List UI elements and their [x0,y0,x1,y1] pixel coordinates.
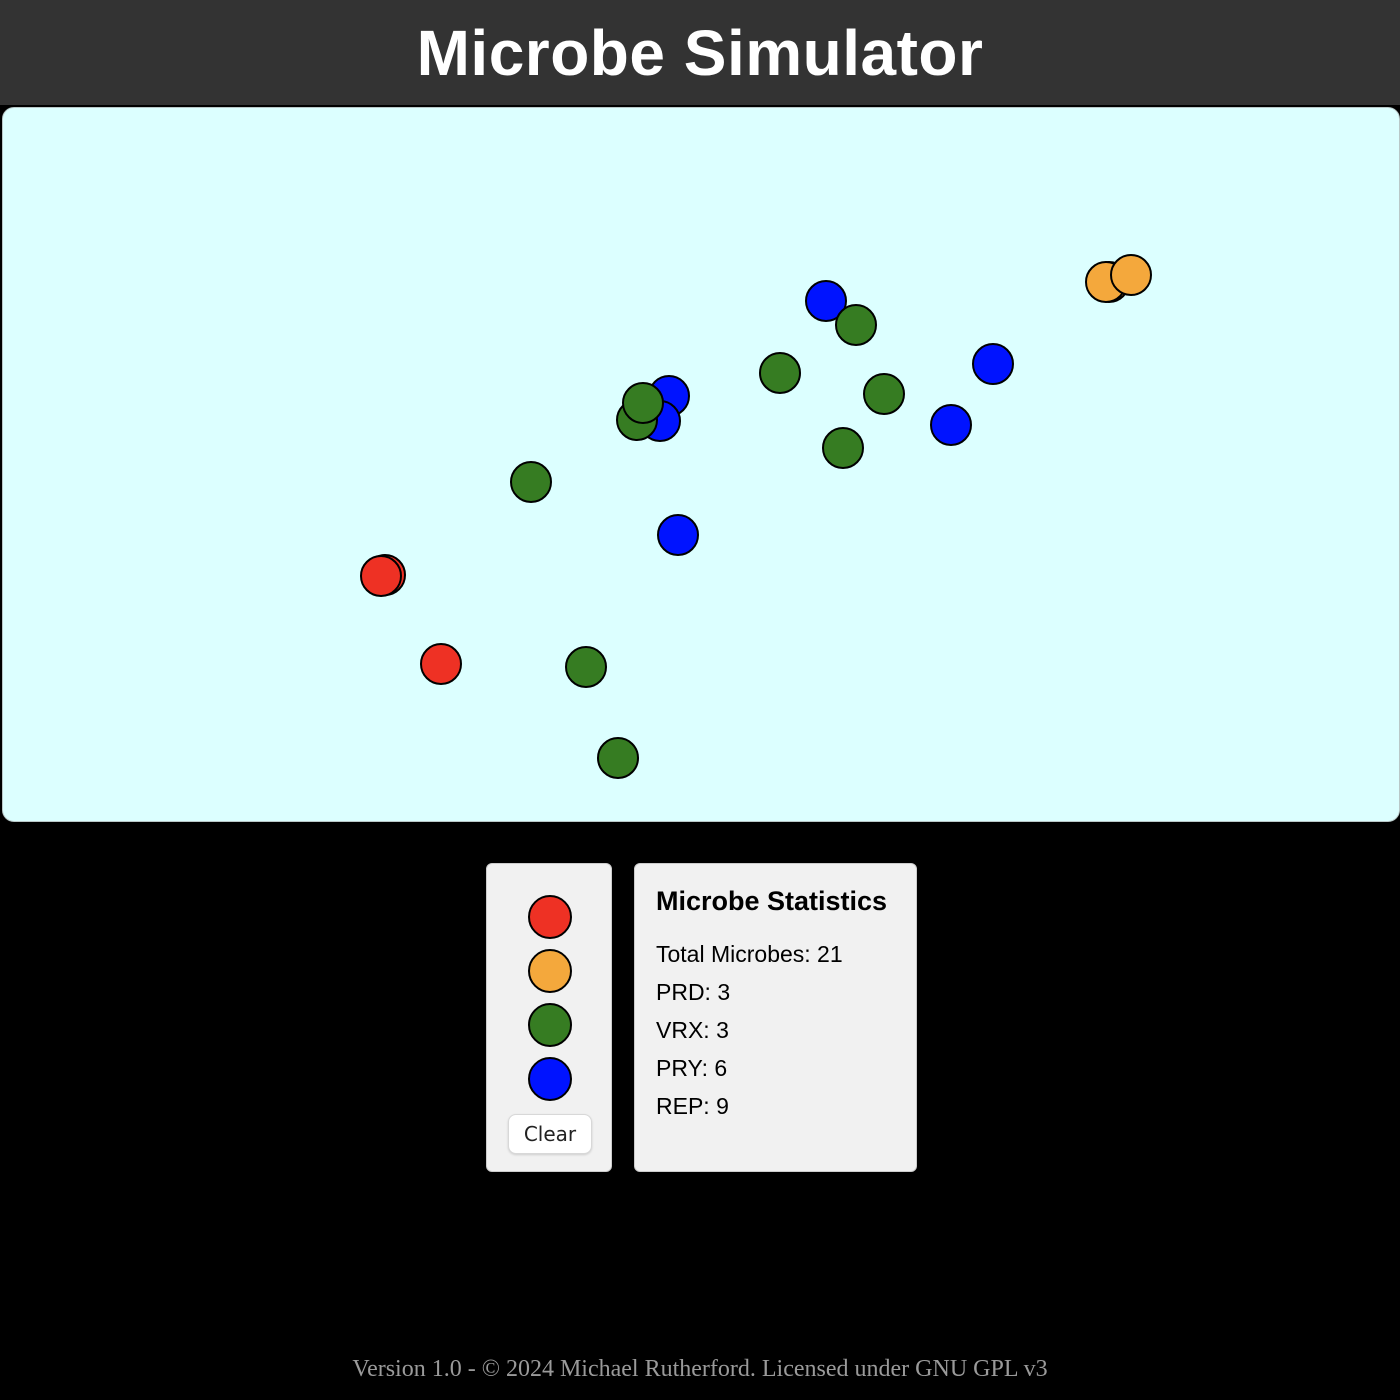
microbe-vrx [1110,254,1152,296]
rep-stat: REP: 9 [656,1093,729,1119]
orange-microbe-swatch-icon[interactable] [528,949,572,993]
petri-dish-canvas[interactable] [2,107,1400,822]
microbe-prd [360,555,402,597]
microbe-rep [565,646,607,688]
pry-stat: PRY: 6 [656,1055,728,1081]
microbe-pry [972,343,1014,385]
total-microbes-stat: Total Microbes: 21 [656,941,843,967]
microbe-rep [863,373,905,415]
footer-version: Version 1.0 - © 2024 Michael Rutherford.… [352,1356,1048,1382]
microbe-rep [822,427,864,469]
prd-stat: PRD: 3 [656,979,731,1005]
microbe-pry [657,514,699,556]
statistics-title: Microbe Statistics [656,886,888,916]
app-header: Microbe Simulator [0,0,1400,105]
microbe-prd [420,643,462,685]
microbe-rep [622,382,664,424]
statistics-panel: Microbe Statistics Total Microbes: 21 PR… [634,863,917,1172]
microbe-rep [597,737,639,779]
microbe-pry [930,404,972,446]
clear-button[interactable]: Clear [508,1114,592,1154]
page-title: Microbe Simulator [416,16,984,89]
green-microbe-swatch-icon[interactable] [528,1003,572,1047]
red-microbe-swatch-icon[interactable] [528,895,572,939]
microbe-rep [510,461,552,503]
microbe-palette: Clear [486,863,612,1172]
blue-microbe-swatch-icon[interactable] [528,1057,572,1101]
vrx-stat: VRX: 3 [656,1017,729,1043]
microbe-rep [759,352,801,394]
microbe-rep [835,304,877,346]
